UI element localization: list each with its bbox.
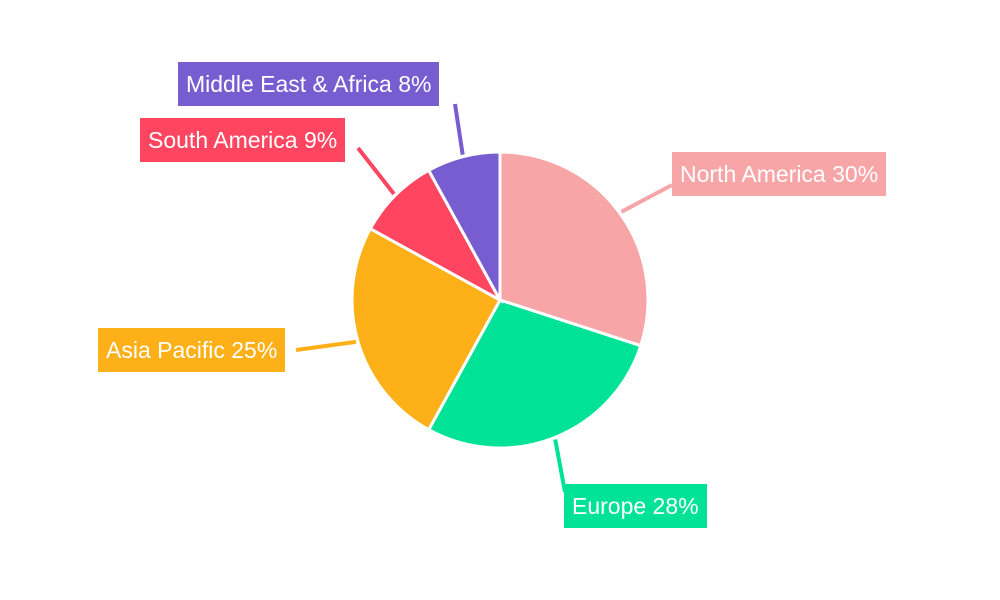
leader-line-middle-east-africa: [453, 103, 465, 156]
pie-slice-north-america: [498, 150, 650, 348]
pie-slice-europe: [426, 298, 643, 450]
label-middle-east-africa: Middle East & Africa 8%: [178, 62, 440, 106]
label-south-america: South America 9%: [140, 118, 346, 162]
label-europe: Europe 28%: [564, 484, 707, 528]
leader-line-south-america: [356, 146, 396, 196]
leader-line-north-america: [620, 183, 673, 214]
pie-slice-south-america: [368, 168, 504, 304]
label-asia-pacific: Asia Pacific 25%: [98, 328, 286, 372]
leader-line-asia-pacific: [295, 339, 357, 352]
pie-slice-asia-pacific: [350, 226, 503, 432]
label-north-america: North America 30%: [672, 152, 887, 196]
pie-slice-middle-east-africa: [426, 150, 502, 301]
leader-line-europe: [553, 439, 567, 493]
